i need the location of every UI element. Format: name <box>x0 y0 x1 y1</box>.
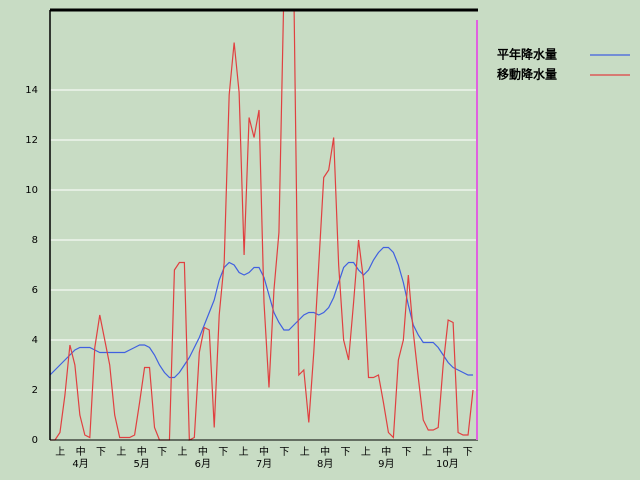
plot-area <box>50 10 474 441</box>
x-tick-label: 上 <box>239 446 249 458</box>
legend-label: 移動降水量 <box>497 67 557 82</box>
x-tick-label: 上 <box>300 446 310 458</box>
y-tick-label: 12 <box>25 135 38 146</box>
x-tick-label: 上 <box>361 446 371 458</box>
x-tick-label: 中 <box>381 445 391 458</box>
series-line <box>50 246 474 379</box>
x-tick-label: 中 <box>198 445 208 458</box>
y-tick-label: 6 <box>32 285 38 296</box>
x-tick-label: 下 <box>218 447 228 458</box>
x-tick-label: 上 <box>422 446 432 458</box>
x-tick-label: 中 <box>76 445 86 458</box>
x-tick-label: 上 <box>177 446 187 458</box>
y-tick-label: 0 <box>32 435 38 446</box>
x-tick-label: 中 <box>442 445 452 458</box>
x-tick-label: 上 <box>116 446 126 458</box>
y-tick-label: 8 <box>32 235 38 246</box>
month-label: 7月 <box>256 458 272 470</box>
x-tick-label: 下 <box>279 447 289 458</box>
y-tick-label: 10 <box>25 185 38 196</box>
x-tick-label: 中 <box>137 445 147 458</box>
month-label: 8月 <box>317 458 333 470</box>
x-tick-label: 下 <box>402 447 412 458</box>
x-tick-label: 上 <box>55 446 65 458</box>
x-tick-label: 下 <box>341 447 351 458</box>
y-tick-label: 4 <box>32 335 38 346</box>
month-label: 10月 <box>436 458 459 470</box>
month-label: 6月 <box>195 458 211 470</box>
x-tick-label: 下 <box>157 447 167 458</box>
y-tick-label: 14 <box>25 85 38 96</box>
legend-label: 平年降水量 <box>497 47 557 62</box>
grid <box>50 89 478 441</box>
x-tick-label: 下 <box>463 447 473 458</box>
x-tick-label: 中 <box>259 445 269 458</box>
x-tick-label: 中 <box>320 445 330 458</box>
month-label: 5月 <box>134 458 150 470</box>
month-label: 9月 <box>378 458 394 470</box>
month-label: 4月 <box>72 458 88 470</box>
y-tick-label: 2 <box>32 385 38 396</box>
x-tick-label: 下 <box>96 447 106 458</box>
series-line <box>50 10 474 441</box>
